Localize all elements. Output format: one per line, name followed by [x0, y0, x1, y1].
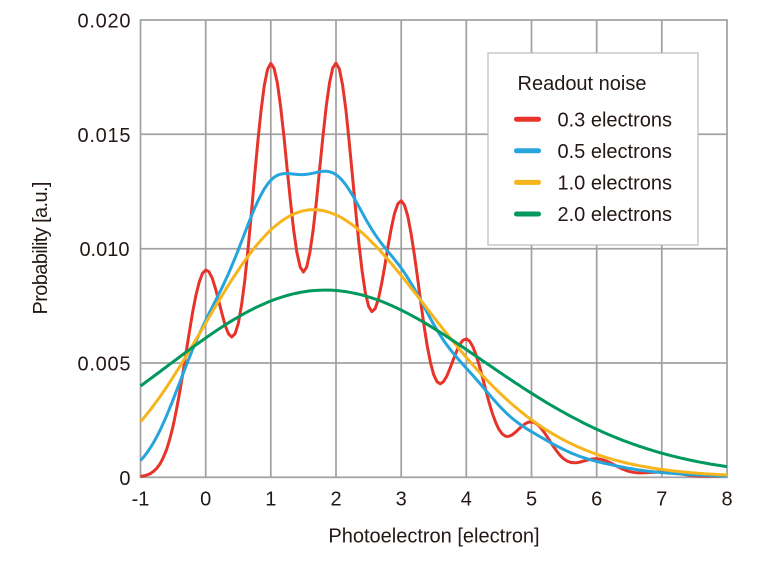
svg-text:Readout noise: Readout noise — [518, 73, 647, 95]
svg-text:0.020: 0.020 — [78, 11, 131, 33]
svg-text:Probability [a.u.]: Probability [a.u.] — [30, 182, 52, 315]
svg-text:2.0 electrons: 2.0 electrons — [558, 204, 673, 226]
svg-text:0.5 electrons: 0.5 electrons — [558, 141, 673, 163]
svg-text:4: 4 — [461, 488, 472, 510]
svg-text:Photoelectron [electron]: Photoelectron [electron] — [328, 526, 539, 548]
svg-text:2: 2 — [330, 488, 341, 510]
svg-text:0.010: 0.010 — [79, 239, 129, 261]
svg-text:6: 6 — [591, 488, 602, 510]
svg-text:0.015: 0.015 — [78, 125, 131, 147]
svg-text:0: 0 — [200, 488, 211, 510]
svg-text:8: 8 — [721, 488, 732, 510]
svg-text:1.0 electrons: 1.0 electrons — [558, 173, 673, 195]
svg-text:3: 3 — [396, 488, 407, 510]
svg-text:-1: -1 — [132, 488, 150, 510]
svg-text:1: 1 — [265, 488, 276, 510]
svg-text:0: 0 — [119, 468, 130, 490]
svg-text:0.3 electrons: 0.3 electrons — [558, 109, 673, 131]
svg-text:7: 7 — [656, 488, 667, 510]
svg-text:0.005: 0.005 — [78, 354, 131, 376]
svg-text:5: 5 — [526, 488, 537, 510]
